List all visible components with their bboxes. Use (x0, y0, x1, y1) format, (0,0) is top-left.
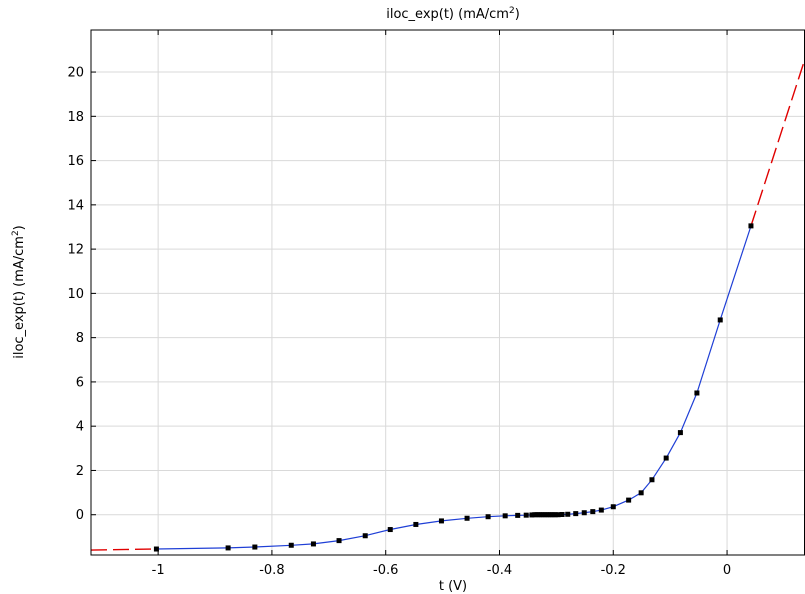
x-tick-label: -0.2 (601, 563, 626, 578)
y-tick-label: 12 (67, 243, 84, 258)
data-point (413, 521, 419, 527)
y-tick-label: 4 (76, 420, 84, 435)
data-point (529, 512, 535, 518)
data-point (748, 223, 754, 229)
plot-frame (90, 29, 805, 556)
data-point (649, 477, 655, 483)
data-point (694, 390, 700, 396)
x-tick-label: -0.4 (487, 563, 512, 578)
data-point (502, 513, 508, 519)
data-point (590, 509, 596, 515)
y-tick-label: 14 (67, 198, 84, 213)
plot-lines (90, 58, 805, 551)
data-point (336, 538, 342, 544)
data-point (677, 430, 683, 436)
data-point (565, 511, 571, 517)
y-tick-label: 10 (67, 287, 84, 302)
data-point (626, 497, 632, 503)
data-point (555, 512, 561, 518)
data-point (598, 507, 604, 513)
data-point (310, 541, 316, 547)
data-point (523, 512, 529, 518)
data-point (717, 317, 723, 323)
data-point (559, 511, 565, 517)
y-tick-label: 0 (76, 508, 84, 523)
data-point (610, 504, 616, 510)
y-axis-title: iloc_exp(t) (mA/cm2) (11, 225, 27, 359)
data-point (552, 512, 558, 518)
data-points (153, 223, 754, 552)
data-point (288, 542, 294, 548)
x-tick-label: -0.6 (373, 563, 398, 578)
y-tick-label: 20 (67, 66, 84, 81)
interpolation-line (156, 225, 752, 550)
x-tick-label: -1 (152, 563, 165, 578)
data-point (515, 512, 521, 518)
x-tick-label: -0.8 (259, 563, 284, 578)
extrapolation-line (750, 58, 805, 227)
y-tick-label: 2 (76, 464, 84, 479)
data-point (581, 510, 587, 516)
y-tick-label: 8 (76, 331, 84, 346)
data-point (153, 546, 159, 552)
data-point (638, 490, 644, 496)
grid (91, 30, 805, 555)
data-point (225, 545, 231, 551)
data-point (464, 515, 470, 521)
x-axis-ticks: -1 -0.8 -0.6 -0.4 -0.2 0 (152, 30, 731, 578)
y-tick-label: 16 (67, 154, 84, 169)
x-axis-title: t (V) (439, 579, 467, 594)
data-point (573, 511, 579, 517)
data-point (663, 455, 669, 461)
x-tick-label: 0 (723, 563, 731, 578)
data-point (362, 533, 368, 539)
data-point (485, 514, 491, 520)
extrapolation-line (90, 548, 157, 551)
y-axis-ticks: 0 2 4 6 8 10 12 14 16 18 20 (67, 66, 96, 523)
data-point (438, 518, 444, 524)
chart-title: iloc_exp(t) (mA/cm2) (386, 6, 520, 22)
y-tick-label: 18 (67, 110, 84, 125)
y-tick-label: 6 (76, 375, 84, 390)
data-point (387, 527, 393, 533)
data-point (252, 544, 258, 550)
